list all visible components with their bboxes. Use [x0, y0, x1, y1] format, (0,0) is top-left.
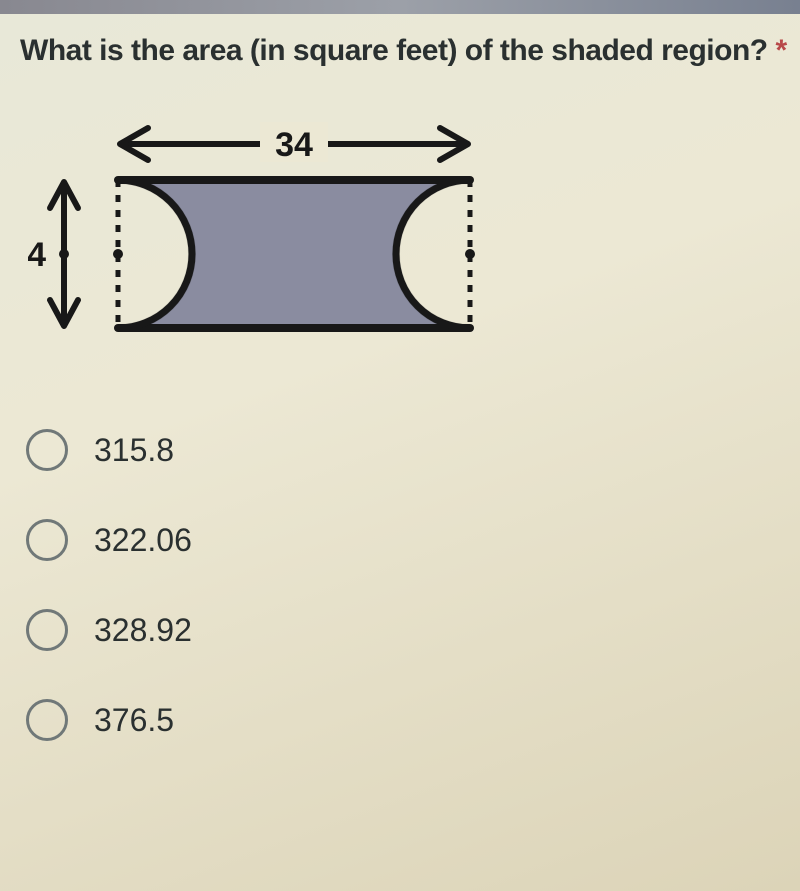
radio-3[interactable]	[26, 609, 68, 651]
radio-2[interactable]	[26, 519, 68, 561]
question-text: What is the area (in square feet) of the…	[20, 34, 788, 68]
option-3[interactable]: 328.92	[26, 609, 788, 651]
option-2-label: 322.06	[94, 522, 192, 559]
option-4[interactable]: 376.5	[26, 699, 788, 741]
required-asterisk: *	[775, 34, 786, 67]
svg-text:14: 14	[28, 236, 46, 274]
options-group: 315.8 322.06 328.92 376.5	[26, 429, 788, 741]
window-top-bar	[0, 0, 800, 14]
option-4-label: 376.5	[94, 702, 174, 739]
option-3-label: 328.92	[94, 612, 192, 649]
figure-svg: 34 14	[28, 114, 558, 374]
option-2[interactable]: 322.06	[26, 519, 788, 561]
option-1-label: 315.8	[94, 432, 174, 469]
option-1[interactable]: 315.8	[26, 429, 788, 471]
radio-4[interactable]	[26, 699, 68, 741]
question-string: What is the area (in square feet) of the…	[20, 34, 768, 67]
radio-1[interactable]	[26, 429, 68, 471]
geometry-figure: 34 14	[28, 114, 788, 379]
svg-text:34: 34	[275, 126, 313, 164]
question-block: What is the area (in square feet) of the…	[0, 14, 800, 741]
